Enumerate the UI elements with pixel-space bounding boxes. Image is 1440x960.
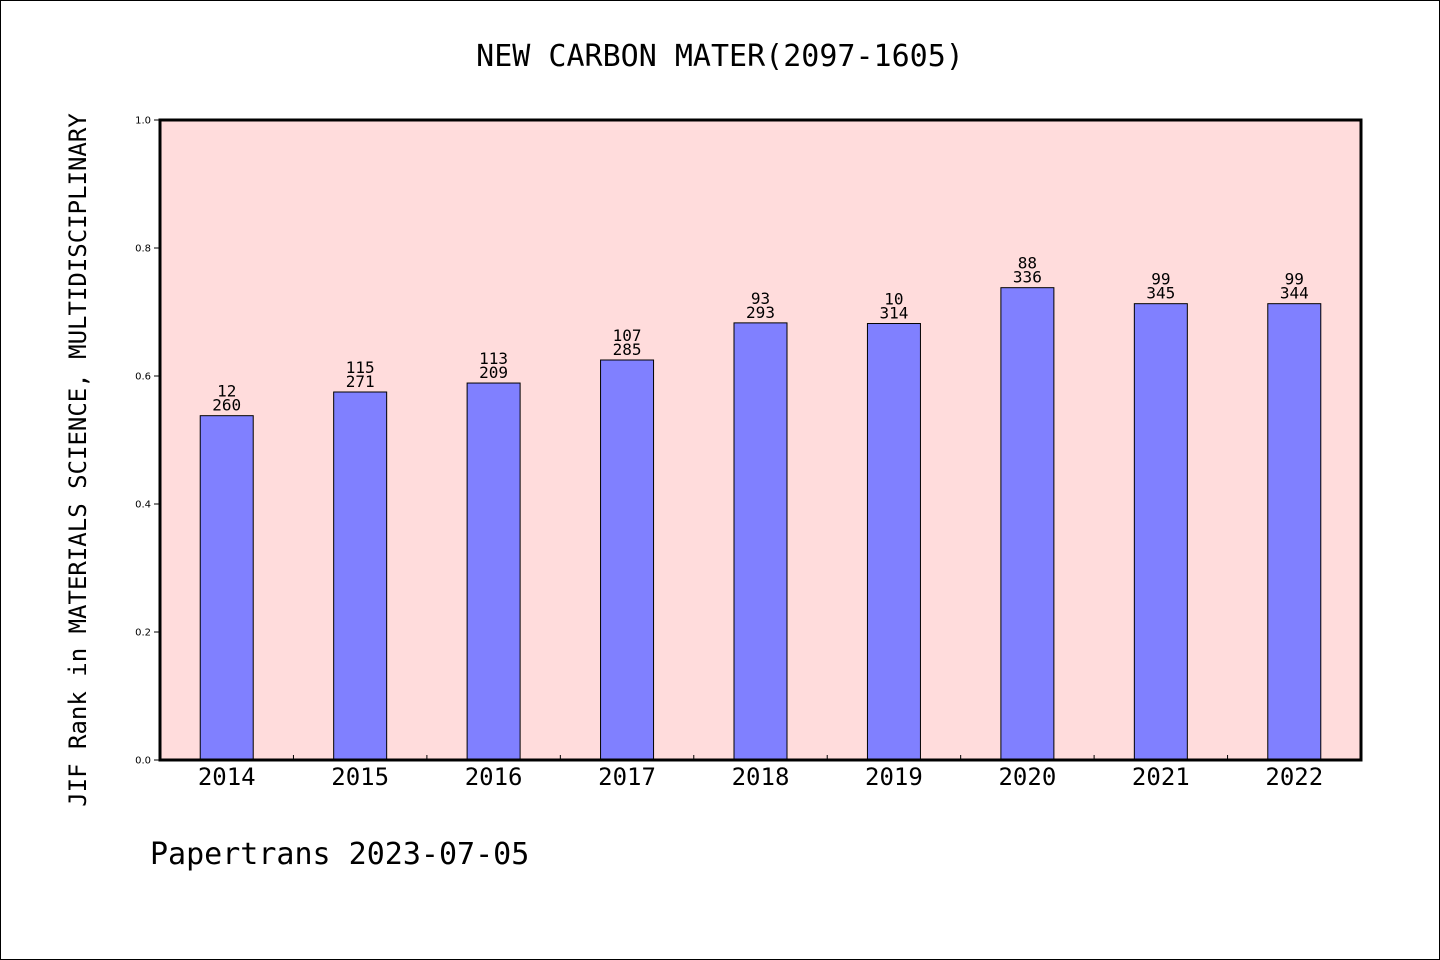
x-tick-label-2020: 2020 <box>998 763 1056 791</box>
bar-label-top-2018: 93 <box>751 289 770 308</box>
y-tick-label-0.2: 0.2 <box>135 628 151 639</box>
bar-label-bottom-2014: 260 <box>212 396 241 415</box>
bar-label-top-2022: 99 <box>1285 270 1304 289</box>
x-tick-label-2016: 2016 <box>465 763 523 791</box>
y-tick-label-1.0: 1.0 <box>135 116 151 127</box>
plot-border <box>158 118 1363 762</box>
x-tick-label-2019: 2019 <box>865 763 923 791</box>
bar-label-bottom-2016: 209 <box>479 363 508 382</box>
y-tick-label-0.6: 0.6 <box>135 372 151 383</box>
chart-title: NEW CARBON MATER(2097-1605) <box>476 39 964 74</box>
bar-2017 <box>600 359 655 761</box>
bar-label-top-2016: 113 <box>479 349 508 368</box>
bar-label-bottom-2022: 344 <box>1280 284 1309 303</box>
bar-label-bottom-2020: 336 <box>1013 268 1042 287</box>
x-axis: 2014 2015 2016 2017 2018 2019 2020 2021 2022 <box>198 755 1323 791</box>
bar-label-top-2021: 99 <box>1151 270 1170 289</box>
bar-2021 <box>1133 303 1188 761</box>
bar-label-bottom-2017: 285 <box>613 340 642 359</box>
bar-label-top-2019: 10 <box>884 290 903 309</box>
bar-2022 <box>1267 303 1322 761</box>
x-tick-label-2014: 2014 <box>198 763 256 791</box>
y-axis: 0.0 0.2 0.4 0.6 0.8 1.0 <box>135 116 160 767</box>
footer-credit: Papertrans 2023-07-05 <box>150 837 529 872</box>
bar-2019 <box>866 323 921 761</box>
bar-2014 <box>199 415 254 761</box>
y-tick-label-0.8: 0.8 <box>135 244 151 255</box>
bar-label-top-2014: 12 <box>217 382 236 401</box>
bar-label-bottom-2018: 293 <box>746 303 775 322</box>
y-tick-label-0.4: 0.4 <box>135 500 151 511</box>
x-tick-label-2021: 2021 <box>1132 763 1190 791</box>
bar-label-top-2017: 107 <box>613 326 642 345</box>
x-tick-label-2018: 2018 <box>732 763 790 791</box>
bar-2018 <box>733 322 788 761</box>
bar-label-bottom-2015: 271 <box>346 372 375 391</box>
bar-label-bottom-2019: 314 <box>879 304 908 323</box>
y-axis-label: JIF Rank in MATERIALS SCIENCE, MULTIDISC… <box>64 113 92 807</box>
bar-label-top-2015: 115 <box>346 358 375 377</box>
bar-label-top-2020: 88 <box>1018 254 1037 273</box>
bar-2016 <box>466 382 521 761</box>
bar-2015 <box>333 391 388 761</box>
bar-2020 <box>1000 287 1055 761</box>
bars-group <box>199 287 1322 761</box>
x-tick-label-2015: 2015 <box>331 763 389 791</box>
bar-label-bottom-2021: 345 <box>1146 284 1175 303</box>
y-tick-label-0.0: 0.0 <box>135 756 151 767</box>
x-tick-label-2022: 2022 <box>1265 763 1323 791</box>
x-tick-label-2017: 2017 <box>598 763 656 791</box>
